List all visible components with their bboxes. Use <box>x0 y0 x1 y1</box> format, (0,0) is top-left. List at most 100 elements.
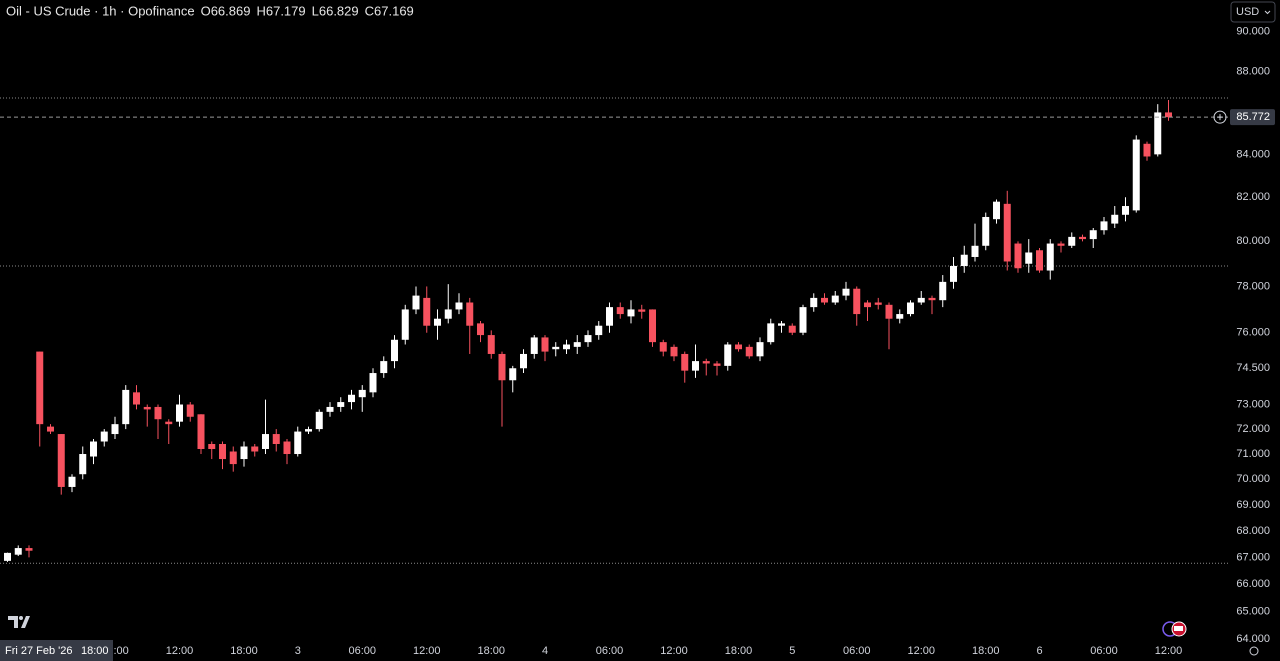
candle-body <box>778 323 785 326</box>
x-tick-label: 18:00 <box>230 645 258 657</box>
x-tick-label: 12:00 <box>1155 645 1183 657</box>
y-tick-label: 64.000 <box>1236 633 1270 645</box>
ohlc-value: 66.869 <box>211 3 251 18</box>
candle-body <box>47 426 54 432</box>
candle-body <box>251 446 259 452</box>
ohlc-letter: H <box>256 3 265 18</box>
dropdown-arrow[interactable] <box>1264 10 1271 15</box>
header: Oil - US Crude · 1h · Opofinance O 66.869… <box>6 3 414 18</box>
candle-body <box>477 323 484 336</box>
candle-body <box>982 216 990 246</box>
candle-body <box>1057 243 1065 246</box>
ohlc-value: 67.179 <box>266 3 306 18</box>
candle-body <box>165 421 173 425</box>
y-tick-label: 80.000 <box>1236 235 1270 247</box>
add-alert-plus <box>1217 114 1223 121</box>
candle-body <box>315 411 323 430</box>
candle-body <box>369 373 377 393</box>
candle-body <box>133 392 140 405</box>
candle-body <box>885 304 893 319</box>
candle-body <box>122 389 130 425</box>
candle-body <box>1154 112 1162 155</box>
candle-body <box>186 404 194 417</box>
candle-body <box>229 451 237 465</box>
candle-body <box>831 295 839 303</box>
candle-body <box>455 302 463 310</box>
candle-body <box>939 281 947 301</box>
candle-body <box>444 309 452 319</box>
candle-body <box>262 434 269 450</box>
candle-body <box>68 476 76 487</box>
candle-body <box>1036 250 1043 271</box>
x-tick-label: 12:00 <box>660 645 688 657</box>
candle-body <box>4 552 11 561</box>
candle-body <box>767 323 775 343</box>
x-tick-label: 12:00 <box>413 645 441 657</box>
gear-icon[interactable] <box>1249 646 1259 656</box>
candle-body <box>1111 214 1119 224</box>
candle-body <box>950 265 957 282</box>
x-tick-label: 06:00 <box>843 645 871 657</box>
logo-shape <box>8 616 30 628</box>
candle-body <box>541 337 549 352</box>
candle-body <box>702 361 710 364</box>
x-tick-label: 12:00 <box>907 645 935 657</box>
y-tick-label: 72.000 <box>1236 423 1270 435</box>
candle-body <box>57 434 65 487</box>
x-tick-label: 06:00 <box>596 645 624 657</box>
x-tick-label: 18:00 <box>477 645 505 657</box>
candle-body <box>143 406 151 410</box>
currency-box[interactable] <box>1230 1 1276 23</box>
candle-body <box>745 346 753 357</box>
add-alert-icon[interactable] <box>1213 110 1227 124</box>
candle-body <box>1068 236 1076 246</box>
y-tick-label: 69.000 <box>1236 499 1270 511</box>
crosshair-box <box>0 640 113 661</box>
currency-button[interactable]: USD <box>1230 1 1276 23</box>
y-tick-label: 66.000 <box>1236 578 1270 590</box>
currency-label[interactable]: USD <box>1236 6 1259 18</box>
candle-body <box>616 307 624 315</box>
candle-body <box>14 548 22 555</box>
ohlc-letter: O <box>201 3 211 18</box>
candle-body <box>1100 221 1108 231</box>
candle-body <box>36 351 44 425</box>
candle-body <box>219 444 226 460</box>
candle-body <box>681 353 689 371</box>
candle-body <box>853 288 861 315</box>
candle-body <box>197 414 205 450</box>
candle-body <box>466 302 474 326</box>
x-tick-label: 06:00 <box>348 645 376 657</box>
y-tick-label: 76.000 <box>1236 327 1270 339</box>
ohlc-value: 67.169 <box>374 3 414 18</box>
candle-body <box>573 342 581 347</box>
candle-body <box>520 353 527 369</box>
candle-body <box>208 444 216 450</box>
x-tick-label: 18:00 <box>972 645 1000 657</box>
tv-logo <box>8 616 30 628</box>
candle-body <box>864 302 871 308</box>
candle-body <box>595 325 603 336</box>
settings-button[interactable] <box>1249 646 1259 656</box>
ohlc-value: 66.829 <box>319 3 359 18</box>
candle-body <box>584 335 592 343</box>
event-icons[interactable] <box>1162 621 1187 637</box>
candle-body <box>391 339 398 362</box>
candle-body <box>638 309 646 312</box>
x-tick-label: 4 <box>542 645 548 657</box>
candle-body <box>401 309 409 340</box>
y-tick-label: 67.000 <box>1236 551 1270 563</box>
candle-body <box>735 344 742 350</box>
candle-body <box>563 344 570 350</box>
candle-body <box>530 337 538 354</box>
y-tick-label: 78.000 <box>1236 280 1270 292</box>
candle-body <box>1014 243 1022 269</box>
y-tick-label: 84.000 <box>1236 148 1270 160</box>
candle-body <box>305 429 312 432</box>
candle-body <box>111 424 119 435</box>
candle-body <box>294 431 302 455</box>
y-tick-label: 82.000 <box>1236 191 1270 203</box>
x-tick-label: 18:00 <box>725 645 753 657</box>
candle-body <box>240 446 248 460</box>
logo-dot <box>19 616 23 620</box>
